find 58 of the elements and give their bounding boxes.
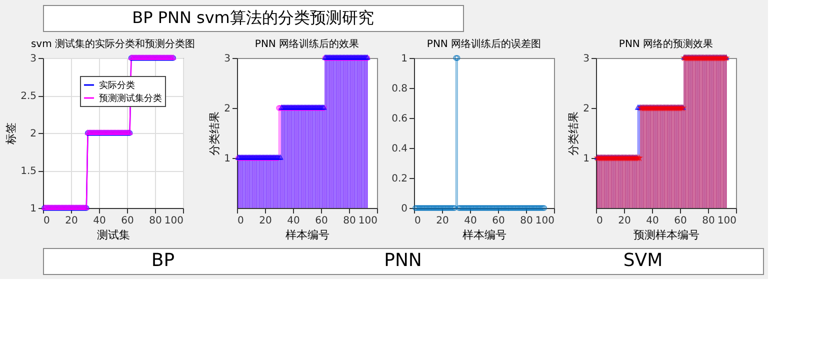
x-axis-title: 测试集 — [97, 228, 130, 242]
x-tick-label: 100 — [164, 216, 184, 226]
x-tick-label: 80 — [149, 216, 162, 226]
x-axis-title: 预测样本编号 — [634, 228, 700, 242]
x-tick-label: 100 — [358, 216, 378, 226]
x-tick-label: 100 — [535, 216, 554, 226]
y-tick-label: 2 — [224, 104, 230, 114]
y-tick-label: 1 — [30, 204, 36, 214]
y-tick-label: 1 — [401, 54, 408, 64]
x-tick-label: 0 — [238, 216, 244, 226]
chart-title: PNN 网络训练后的效果 — [254, 38, 360, 50]
x-tick-label: 0 — [44, 216, 50, 226]
chart-title: svm 测试集的实际分类和预测分类图 — [30, 38, 196, 50]
y-tick-label: 0.8 — [392, 84, 408, 94]
x-tick-label: 80 — [343, 216, 356, 226]
x-tick-label: 40 — [646, 216, 659, 226]
text: SVM — [623, 250, 663, 271]
x-tick-label: 20 — [618, 216, 631, 226]
y-tick-label: 0.6 — [392, 114, 408, 124]
y-tick-label: 3 — [30, 54, 36, 64]
legend-label: 实际分类 — [99, 80, 135, 91]
y-tick-label: 3 — [224, 54, 230, 64]
text: BP PNN svm算法的分类预测研究 — [132, 8, 374, 27]
x-axis-title: 样本编号 — [286, 228, 330, 242]
y-axis-title: 分类结果 — [567, 112, 580, 156]
y-tick-label: 1 — [224, 154, 230, 164]
x-tick-label: 60 — [492, 216, 505, 226]
chart-title: PNN 网络的预测效果 — [618, 38, 714, 50]
y-tick-label: 3 — [583, 54, 590, 64]
y-axis-title: 标签 — [4, 122, 18, 146]
y-tick-label: 2.5 — [20, 91, 36, 102]
x-tick-label: 20 — [65, 216, 78, 226]
x-tick-label: 100 — [717, 216, 736, 226]
text: PNN — [384, 250, 422, 271]
y-tick-label: 0 — [401, 204, 408, 214]
x-tick-label: 60 — [674, 216, 687, 226]
chart-title: PNN 网络训练后的误差图 — [426, 38, 542, 50]
x-axis-title: 样本编号 — [462, 228, 506, 242]
x-tick-label: 40 — [464, 216, 477, 226]
x-tick-label: 40 — [287, 216, 300, 226]
x-tick-label: 80 — [702, 216, 715, 226]
y-tick-label: 0.2 — [392, 174, 408, 184]
y-tick-label: 1.5 — [20, 166, 36, 177]
y-tick-label: 2 — [30, 128, 36, 140]
x-tick-label: 20 — [259, 216, 272, 226]
y-tick-label: 1 — [583, 154, 590, 164]
x-tick-label: 0 — [414, 216, 421, 226]
y-tick-label: 2 — [583, 104, 590, 114]
y-tick-label: 0.4 — [392, 144, 408, 154]
legend-label: 预测测试集分类 — [99, 93, 162, 104]
x-tick-label: 20 — [436, 216, 449, 226]
text: BP — [151, 250, 175, 271]
x-tick-label: 60 — [121, 216, 134, 226]
x-tick-label: 80 — [520, 216, 533, 226]
x-tick-label: 0 — [596, 216, 603, 226]
x-tick-label: 60 — [315, 216, 328, 226]
y-axis-title: 分类结果 — [208, 112, 222, 156]
x-tick-label: 40 — [93, 216, 106, 226]
